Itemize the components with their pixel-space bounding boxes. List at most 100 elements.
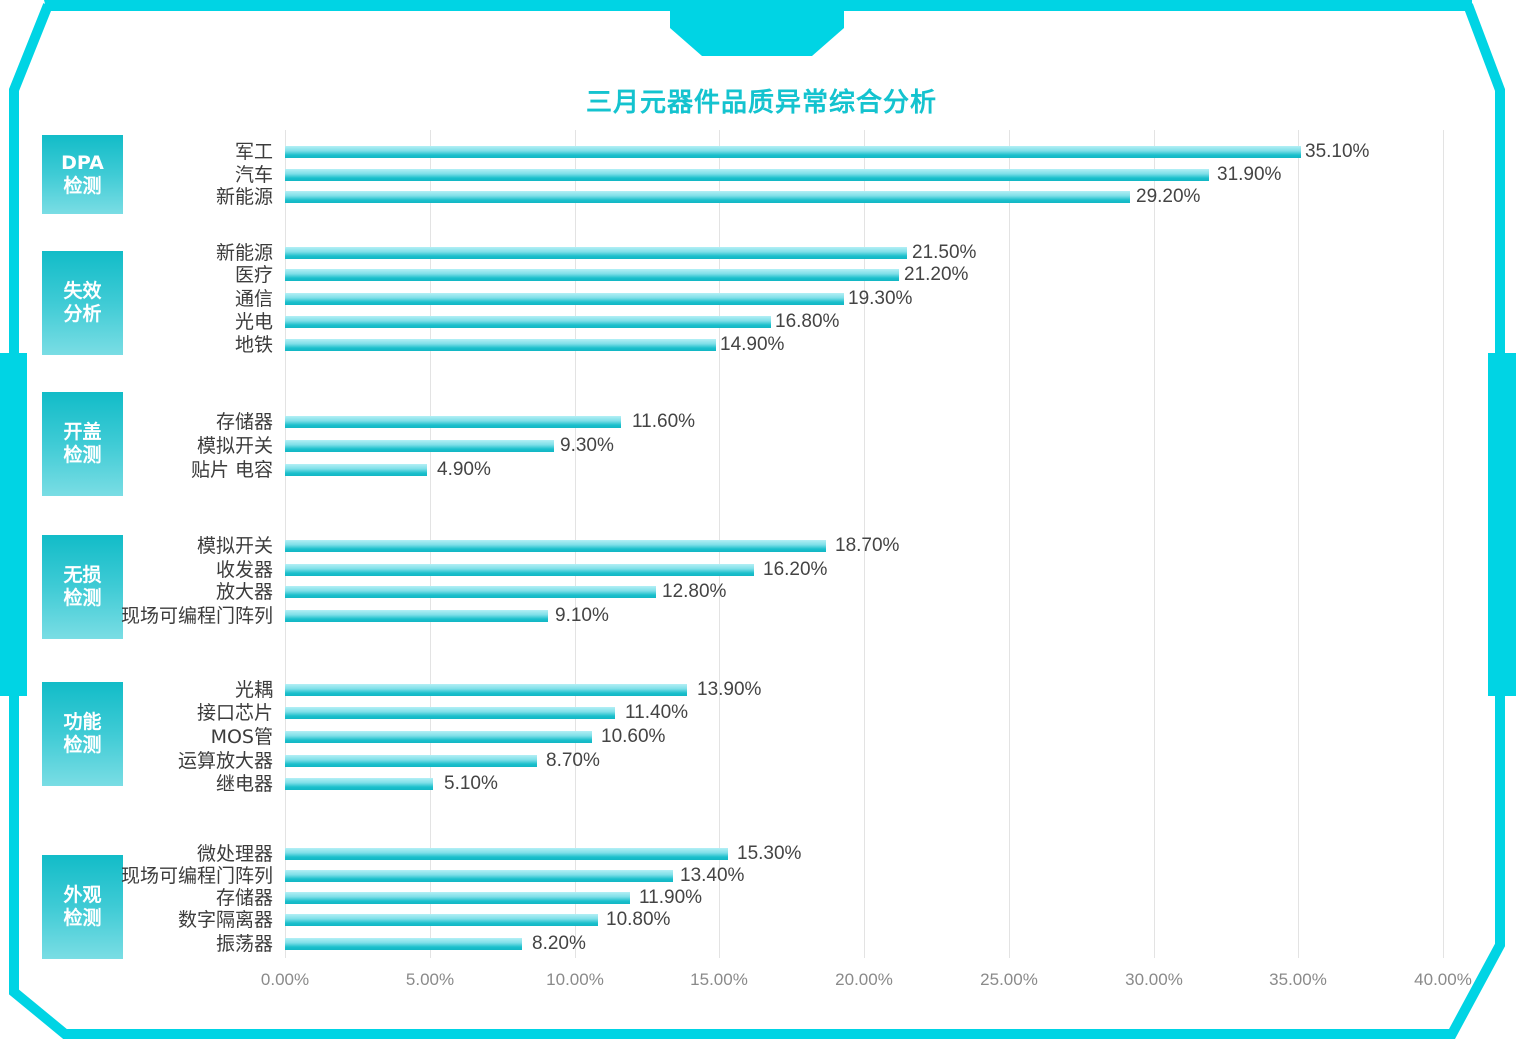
gridline bbox=[864, 130, 865, 958]
group-tag: DPA 检测 bbox=[42, 135, 123, 214]
x-axis-tick-label: 35.00% bbox=[1269, 970, 1327, 989]
x-axis-tick-label: 15.00% bbox=[690, 970, 748, 989]
category-label: 军工 bbox=[234, 141, 273, 163]
value-label: 13.90% bbox=[697, 679, 762, 700]
value-label: 21.20% bbox=[904, 264, 969, 285]
bar[interactable] bbox=[285, 892, 630, 904]
value-label: 10.60% bbox=[601, 726, 666, 747]
x-axis-tick-label: 0.00% bbox=[260, 970, 310, 989]
value-label: 29.20% bbox=[1136, 186, 1201, 207]
x-axis-tick-label: 20.00% bbox=[835, 970, 893, 989]
gridline bbox=[1009, 130, 1010, 958]
category-label: 模拟开关 bbox=[196, 435, 273, 457]
category-label: 地铁 bbox=[234, 334, 273, 356]
x-axis-tick-label: 40.00% bbox=[1414, 970, 1472, 989]
bar[interactable] bbox=[285, 191, 1130, 203]
group-tag-label: 功能 检测 bbox=[63, 711, 102, 756]
value-label: 21.50% bbox=[912, 242, 977, 263]
category-label: 存储器 bbox=[215, 887, 273, 909]
bar[interactable] bbox=[285, 848, 728, 860]
x-axis-tick-label: 30.00% bbox=[1125, 970, 1183, 989]
bar[interactable] bbox=[285, 269, 899, 281]
bar[interactable] bbox=[285, 293, 844, 305]
gridline bbox=[1443, 130, 1444, 958]
group-tag: 无损 检测 bbox=[42, 535, 123, 639]
bar[interactable] bbox=[285, 707, 615, 719]
value-label: 11.40% bbox=[625, 702, 689, 723]
value-label: 9.30% bbox=[560, 435, 614, 456]
bar[interactable] bbox=[285, 464, 427, 476]
category-label: 振荡器 bbox=[215, 933, 273, 955]
value-label: 31.90% bbox=[1217, 164, 1282, 185]
group-tag-label: 外观 检测 bbox=[63, 884, 102, 929]
x-axis-tick-label: 10.00% bbox=[546, 970, 604, 989]
value-label: 10.80% bbox=[606, 909, 671, 930]
x-axis-tick-label: 25.00% bbox=[980, 970, 1038, 989]
category-label: 新能源 bbox=[215, 242, 273, 264]
bar[interactable] bbox=[285, 339, 716, 351]
frame-right-tab bbox=[1488, 353, 1516, 696]
bar[interactable] bbox=[285, 540, 826, 552]
group-tag: 外观 检测 bbox=[42, 855, 123, 959]
value-label: 18.70% bbox=[835, 535, 900, 556]
category-label: 现场可编程门阵列 bbox=[120, 605, 273, 627]
bar[interactable] bbox=[285, 684, 687, 696]
gridline bbox=[1298, 130, 1299, 958]
bar[interactable] bbox=[285, 914, 598, 926]
group-tag-label: 开盖 检测 bbox=[63, 421, 102, 466]
bar[interactable] bbox=[285, 870, 673, 882]
frame-left-edge bbox=[9, 3, 1505, 1039]
category-label: 光耦 bbox=[234, 679, 273, 701]
bar[interactable] bbox=[285, 938, 522, 950]
group-tag: 开盖 检测 bbox=[42, 392, 123, 496]
category-label: 放大器 bbox=[215, 581, 273, 603]
group-tag: 功能 检测 bbox=[42, 682, 123, 786]
category-label: 微处理器 bbox=[196, 843, 273, 865]
category-label: 模拟开关 bbox=[196, 535, 273, 557]
category-label: 继电器 bbox=[215, 773, 273, 795]
category-label: 医疗 bbox=[234, 264, 273, 286]
bar[interactable] bbox=[285, 564, 754, 576]
gridline bbox=[1154, 130, 1155, 958]
category-label: 现场可编程门阵列 bbox=[120, 865, 273, 887]
group-tag-label: DPA 检测 bbox=[61, 151, 104, 197]
bar[interactable] bbox=[285, 586, 656, 598]
value-label: 5.10% bbox=[444, 773, 498, 794]
frame-left-tab bbox=[0, 353, 27, 696]
category-label: 收发器 bbox=[215, 559, 273, 581]
category-label: 数字隔离器 bbox=[177, 909, 273, 931]
category-label: MOS管 bbox=[210, 726, 273, 748]
x-axis-tick-label: 5.00% bbox=[405, 970, 455, 989]
value-label: 15.30% bbox=[737, 843, 802, 864]
frame-top-notch bbox=[670, 5, 844, 56]
bar[interactable] bbox=[285, 247, 907, 259]
value-label: 12.80% bbox=[662, 581, 727, 602]
value-label: 19.30% bbox=[848, 288, 913, 309]
category-label: 汽车 bbox=[234, 164, 273, 186]
category-label: 新能源 bbox=[215, 186, 273, 208]
bar[interactable] bbox=[285, 731, 592, 743]
category-label: 存储器 bbox=[215, 411, 273, 433]
bar[interactable] bbox=[285, 778, 433, 790]
bar[interactable] bbox=[285, 440, 554, 452]
value-label: 16.20% bbox=[763, 559, 828, 580]
bar[interactable] bbox=[285, 610, 548, 622]
category-label: 运算放大器 bbox=[177, 750, 273, 772]
value-label: 13.40% bbox=[680, 865, 745, 886]
value-label: 35.10% bbox=[1305, 141, 1370, 162]
bar[interactable] bbox=[285, 755, 537, 767]
value-label: 11.60% bbox=[632, 411, 696, 432]
bar[interactable] bbox=[285, 316, 771, 328]
group-tag: 失效 分析 bbox=[42, 251, 123, 355]
category-label: 光电 bbox=[234, 311, 273, 333]
bar[interactable] bbox=[285, 146, 1301, 158]
value-label: 16.80% bbox=[775, 311, 840, 332]
category-label: 贴片 电容 bbox=[190, 459, 273, 481]
category-label: 接口芯片 bbox=[196, 702, 273, 724]
group-tag-label: 无损 检测 bbox=[63, 564, 102, 609]
bar[interactable] bbox=[285, 169, 1209, 181]
bar[interactable] bbox=[285, 416, 621, 428]
chart-title: 三月元器件品质异常综合分析 bbox=[585, 88, 937, 118]
value-label: 11.90% bbox=[639, 887, 703, 908]
